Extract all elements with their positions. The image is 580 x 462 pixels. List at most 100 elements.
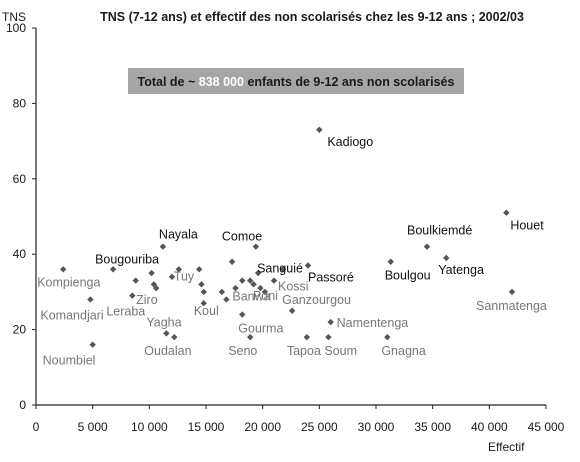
point-label-yagha: Yagha: [146, 315, 181, 329]
x-tick-label: 5 000: [78, 420, 108, 434]
x-tick-label: 40 000: [471, 420, 508, 434]
chart-title: TNS (7-12 ans) et effectif des non scola…: [100, 10, 524, 24]
point-label-passor-: Passoré: [308, 271, 354, 285]
x-axis-title: Effectif: [488, 440, 525, 454]
data-point: [218, 288, 226, 296]
x-tick-label: 45 000: [528, 420, 565, 434]
point-label-bougouriba: Bougouriba: [95, 252, 159, 266]
point-label-kossi: Kossi: [278, 280, 309, 294]
data-point-bougouriba: [109, 266, 117, 273]
data-point-kompienga: [60, 266, 67, 273]
x-tick-label: 15 000: [188, 420, 225, 434]
data-point: [254, 269, 262, 277]
data-point-yatenga: [443, 254, 450, 262]
point-label-komandjari: Komandjari: [40, 308, 103, 322]
point-label-gourma: Gourma: [238, 322, 283, 336]
point-label-nayala: Nayala: [159, 228, 198, 242]
x-tick-label: 0: [33, 420, 40, 434]
x-tick-label: 20 000: [244, 420, 281, 434]
y-tick-label: 60: [13, 172, 27, 186]
data-point: [250, 281, 257, 288]
point-label-seno: Seno: [228, 344, 257, 358]
point-label-banwa: Banwa: [232, 289, 270, 303]
data-point-tuy: [175, 266, 182, 273]
x-axis-ticks: 0 5 000 10 000 15 000 20 000 25 000 30 000 35 0…: [33, 405, 565, 434]
point-label-noumbiel: Noumbiel: [43, 354, 96, 368]
data-point-passor-: [304, 262, 312, 269]
data-point-gnagna: [384, 333, 391, 341]
data-point: [232, 284, 239, 292]
data-point-sanmatenga: [508, 288, 516, 296]
point-label-yatenga: Yatenga: [438, 263, 484, 277]
data-point: [148, 269, 155, 277]
data-point-houet: [503, 209, 510, 216]
y-axis-ticks: 0 20 40 60 80 100: [6, 21, 36, 412]
data-point-banwa: [223, 296, 230, 303]
data-point-boulgou: [387, 258, 394, 265]
data-point-ganzourgou: [288, 307, 296, 314]
total-banner-background: [128, 68, 464, 94]
y-tick-label: 0: [19, 398, 26, 412]
x-tick-label: 35 000: [414, 420, 451, 434]
data-point-nayala: [159, 243, 167, 250]
data-point: [150, 281, 158, 288]
total-banner: Total de ~ 838 000 enfants de 9-12 ans n…: [128, 68, 464, 94]
data-point-comoe: [252, 243, 260, 250]
y-tick-label: 40: [13, 247, 27, 261]
data-point-leraba: [129, 292, 136, 299]
point-label-soum: Soum: [324, 344, 357, 358]
total-banner-text: Total de ~ 838 000 enfants de 9-12 ans n…: [138, 75, 455, 89]
data-point-poni: [261, 288, 269, 296]
point-label-namentenga: Namentenga: [337, 316, 409, 330]
data-point: [228, 258, 236, 265]
data-point-koul: [200, 300, 207, 307]
data-point-namentenga: [327, 318, 334, 326]
point-label-sangui-: Sanguié: [257, 261, 303, 275]
data-point: [198, 281, 205, 288]
data-point-gourma: [239, 311, 246, 318]
point-label-koul: Koul: [194, 304, 219, 318]
y-tick-label: 100: [6, 21, 26, 35]
data-point-ziro: [152, 284, 160, 292]
data-point: [196, 266, 203, 273]
point-label-leraba: Leraba: [106, 305, 145, 319]
data-point: [132, 277, 139, 284]
data-point: [200, 288, 207, 296]
y-tick-label: 20: [13, 323, 27, 337]
total-banner-suffix: enfants de 9-12 ans non scolarisés: [247, 75, 454, 89]
point-label-comoe: Comoe: [222, 230, 262, 244]
data-point-soum: [325, 333, 332, 341]
total-banner-value: 838 000: [199, 75, 244, 89]
data-point: [168, 273, 176, 281]
data-points: [60, 126, 516, 348]
point-labels: Kadiogo Houet Boulkiemdé Yatenga Boulgou Sanm…: [37, 135, 547, 368]
data-point-boulkiemd-: [423, 243, 431, 250]
data-point-komandjari: [87, 296, 94, 303]
data-point-yagha: [163, 330, 170, 337]
point-label-kadiogo: Kadiogo: [327, 135, 373, 149]
data-point-kadiogo: [316, 126, 323, 133]
total-banner-prefix: Total de ~: [138, 75, 196, 89]
point-label-gnagna: Gnagna: [381, 344, 426, 358]
y-tick-label: 80: [13, 96, 27, 110]
data-point-tapoa: [303, 333, 311, 341]
data-point: [239, 277, 246, 284]
data-point-kossi: [270, 277, 278, 284]
y-axis-title: TNS: [2, 10, 26, 24]
point-label-boulkiemd-: Boulkiemdé: [407, 224, 472, 238]
point-label-sanmatenga: Sanmatenga: [476, 299, 547, 313]
point-label-kompienga: Kompienga: [37, 275, 100, 289]
data-point: [257, 284, 264, 292]
point-label-tuy: Tuy: [174, 269, 195, 283]
point-label-poni: Poni: [253, 289, 278, 303]
data-point: [247, 277, 254, 284]
x-tick-label: 25 000: [301, 420, 338, 434]
data-point-noumbiel: [89, 341, 96, 348]
data-point-oudalan: [171, 333, 178, 341]
data-point-sangui-: [279, 266, 287, 273]
point-label-ganzourgou: Ganzourgou: [282, 293, 351, 307]
x-tick-label: 10 000: [131, 420, 168, 434]
point-label-tapoa: Tapoa: [287, 344, 321, 358]
point-label-boulgou: Boulgou: [385, 269, 431, 283]
